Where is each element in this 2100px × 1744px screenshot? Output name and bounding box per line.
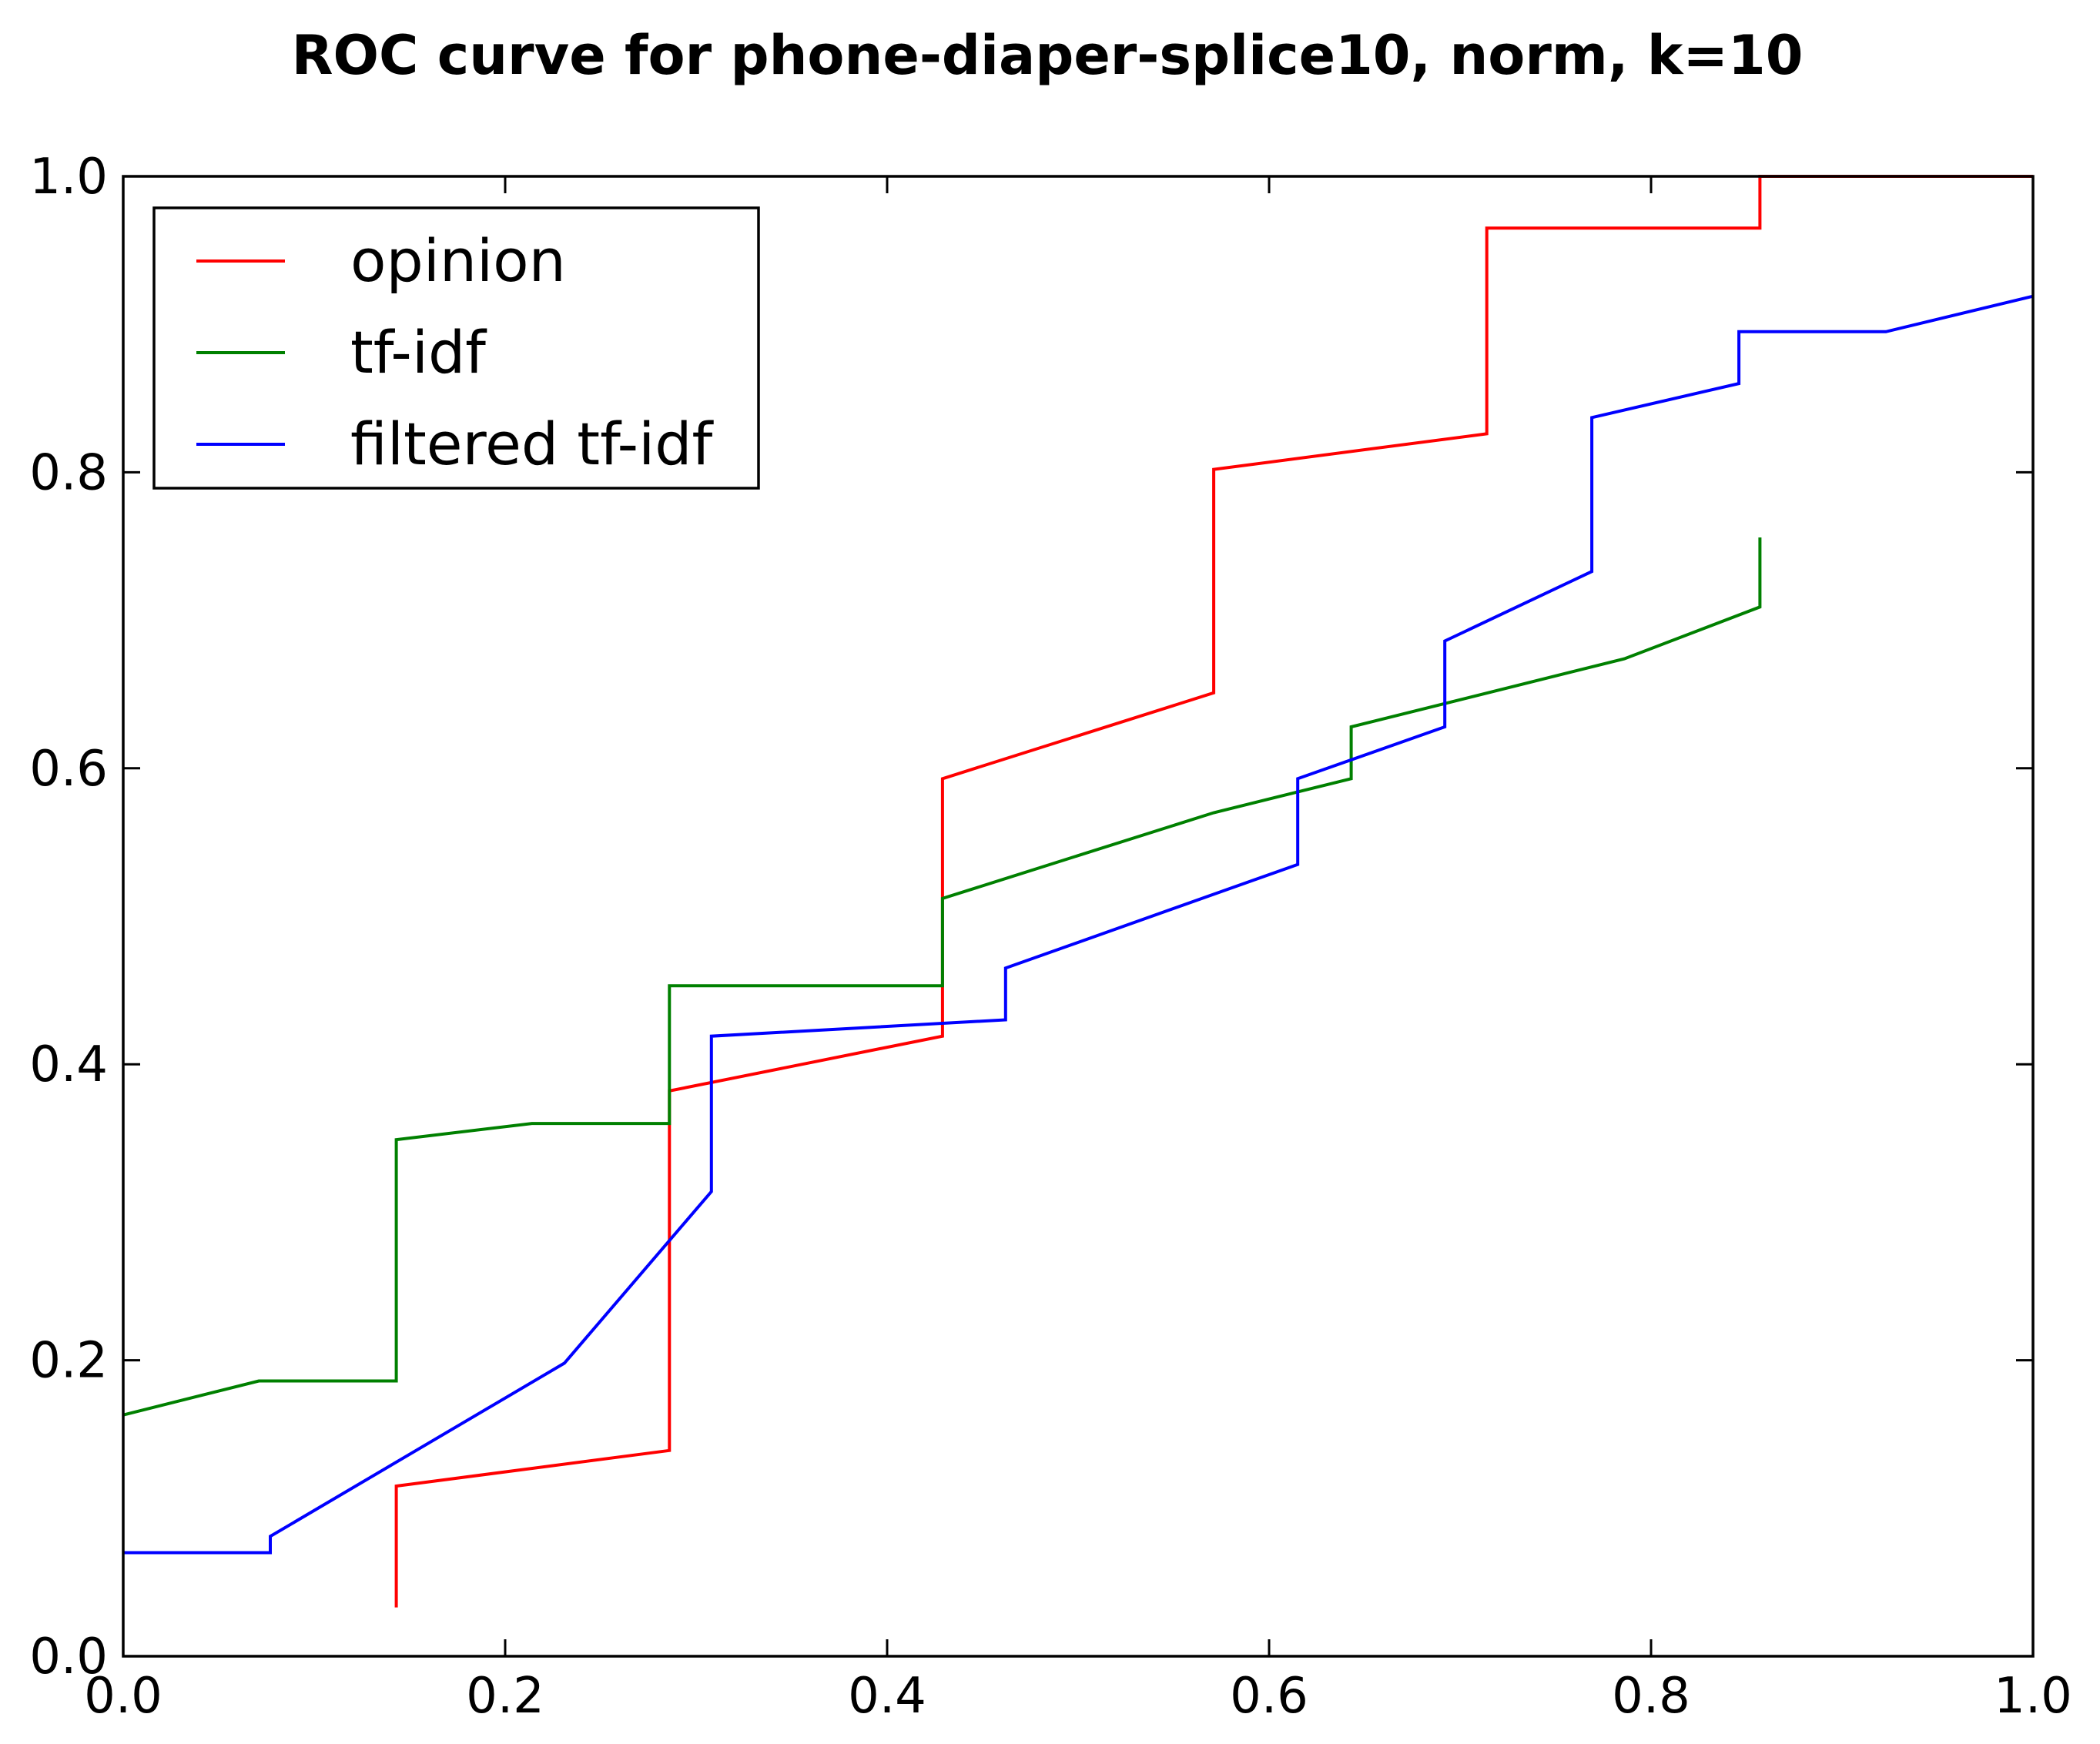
y-axis-tick-labels: 0.0 0.2 0.4 0.6 0.8 1.0 xyxy=(29,149,108,1685)
legend: opinion tf-idf filtered tf-idf xyxy=(152,206,760,490)
x-tick-label: 0.4 xyxy=(848,1668,926,1725)
series-line-tf-idf xyxy=(122,537,1762,1417)
x-axis-tick-labels: 0.0 0.2 0.4 0.6 0.8 1.0 xyxy=(84,1668,2072,1725)
x-tick-label: 0.2 xyxy=(466,1668,544,1725)
chart-title: ROC curve for phone-diaper-splice10, nor… xyxy=(292,24,1804,87)
series-line-opinion xyxy=(394,175,2033,1608)
legend-label: opinion xyxy=(350,226,566,295)
y-tick-label: 0.4 xyxy=(29,1036,108,1093)
legend-label: tf-idf xyxy=(350,318,487,387)
x-tick-label: 0.0 xyxy=(84,1668,162,1725)
x-tick-label: 0.8 xyxy=(1612,1668,1690,1725)
legend-box xyxy=(152,206,760,490)
legend-label: filtered tf-idf xyxy=(350,410,714,478)
y-tick-label: 0.6 xyxy=(29,741,108,798)
x-tick-label: 0.6 xyxy=(1230,1668,1308,1725)
y-tick-label: 1.0 xyxy=(29,149,108,206)
y-tick-label: 0.2 xyxy=(29,1333,108,1390)
plot-frame xyxy=(122,175,2035,1658)
series-layer xyxy=(122,175,2034,1608)
y-tick-label: 0.0 xyxy=(29,1629,108,1685)
x-tick-label: 1.0 xyxy=(1994,1668,2072,1725)
series-line-filtered-tf-idf xyxy=(123,294,2034,1555)
y-tick-label: 0.8 xyxy=(29,444,108,501)
